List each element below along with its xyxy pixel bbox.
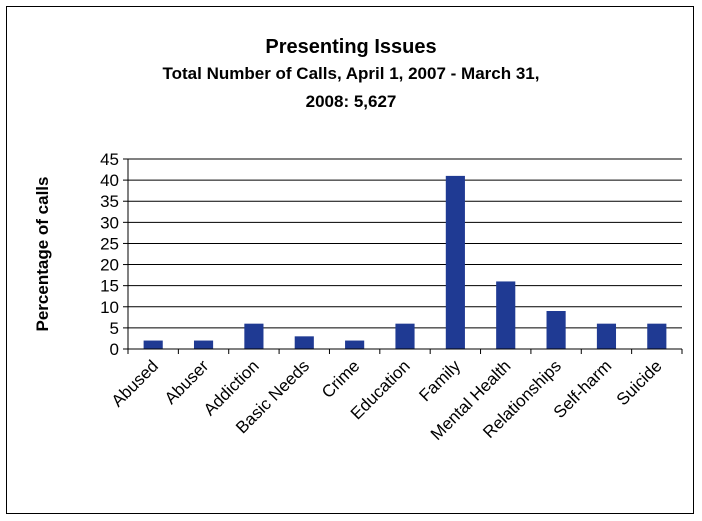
chart-subtitle-line1: Total Number of Calls, April 1, 2007 - M… — [162, 64, 540, 83]
gridlines — [123, 158, 683, 354]
bar-mental-health — [496, 281, 516, 349]
y-tick-label: 0 — [110, 340, 119, 359]
bar-family — [445, 175, 465, 349]
bars — [143, 175, 667, 349]
bar-abused — [143, 340, 163, 349]
chart-title: Presenting Issues — [265, 36, 437, 58]
bar-suicide — [647, 323, 667, 349]
y-tick-label: 45 — [100, 150, 119, 169]
y-tick-label: 15 — [100, 277, 119, 296]
x-tick-label: Suicide — [613, 356, 666, 409]
bar-self-harm — [596, 323, 617, 349]
x-tick-label: Abused — [108, 356, 162, 410]
y-tick-label: 40 — [100, 171, 119, 190]
bar-crime — [345, 340, 365, 349]
chart-frame — [6, 6, 694, 514]
bar-addiction — [244, 323, 264, 349]
axes — [127, 159, 682, 354]
y-tick-labels: 0 5 10 15 20 25 30 35 40 45 — [100, 150, 119, 359]
y-tick-label: 30 — [100, 213, 119, 232]
bar-education — [395, 323, 415, 349]
y-tick-label: 10 — [100, 298, 119, 317]
y-tick-label: 20 — [100, 256, 119, 275]
x-tick-label: Crime — [318, 356, 363, 401]
bar-abuser — [193, 340, 214, 349]
bar-basic-needs — [294, 336, 314, 349]
y-tick-label: 5 — [110, 319, 119, 338]
x-tick-label: Family — [415, 356, 464, 405]
bar-relationships — [546, 311, 566, 349]
y-tick-label: 25 — [100, 234, 119, 253]
y-axis-label: Percentage of calls — [33, 177, 52, 332]
y-tick-label: 35 — [100, 192, 119, 211]
chart-subtitle-line2: 2008: 5,627 — [305, 92, 397, 111]
